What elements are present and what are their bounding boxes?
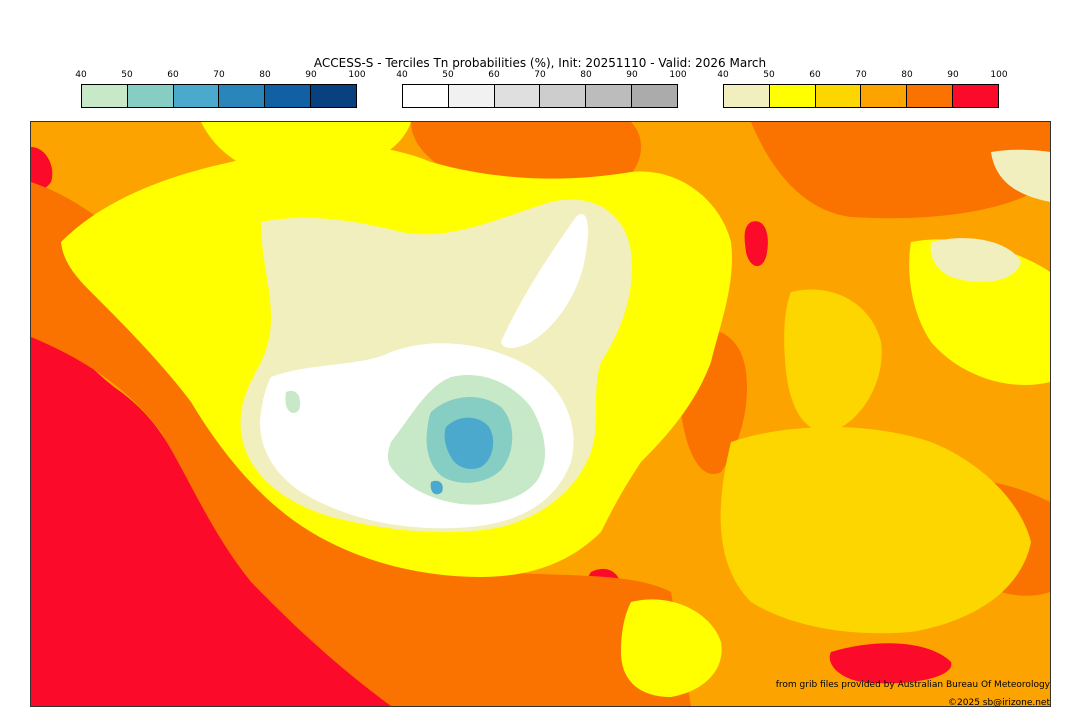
colorbar-swatch [311, 85, 356, 107]
prob-area-near-normal-greenland [501, 213, 588, 348]
tick-label: 50 [121, 70, 133, 80]
prob-area-60-70-east [909, 239, 1050, 386]
colorbar-swatch [586, 85, 633, 107]
colorbar-swatch [815, 85, 862, 107]
tick-label: 70 [534, 70, 546, 80]
colorbar-swatch [173, 85, 220, 107]
tick-label: 100 [669, 70, 687, 80]
colorbar-swatch [265, 85, 312, 107]
prob-area-90-100-scandinavia [744, 221, 768, 267]
colorbar-swatches [81, 84, 357, 108]
prob-area-70-80-europe [720, 427, 1031, 634]
map-title: ACCESS-S - Terciles Tn probabilities (%)… [313, 56, 767, 70]
tick-label: 90 [947, 70, 959, 80]
prob-area-70-80-scandinavia [784, 289, 882, 433]
tick-label: 90 [626, 70, 638, 80]
source-credit: from grib files provided by Australian B… [775, 680, 1050, 690]
colorbar-swatch [540, 85, 587, 107]
tick-label: 60 [809, 70, 821, 80]
prob-area-80-90-ne [751, 122, 1050, 219]
prob-area-40-50-ne [991, 149, 1050, 202]
tick-label: 80 [259, 70, 271, 80]
copyright: ©2025 sb@irizone.net [948, 698, 1050, 708]
colorbar-swatch [769, 85, 816, 107]
prob-area-below-normal-60-70-small [430, 480, 443, 495]
prob-area-below-normal-60-70 [444, 417, 494, 469]
tick-label: 40 [717, 70, 729, 80]
colorbar-swatch [632, 85, 677, 107]
colorbar-below-normal: 40 50 60 70 80 90 100 [75, 70, 366, 108]
colorbar-swatch [448, 85, 495, 107]
colorbar-swatch [127, 85, 174, 107]
colorbar-near-normal: 40 50 60 70 80 90 100 [396, 70, 687, 108]
prob-area-60-70-north [201, 122, 411, 178]
tick-label: 80 [901, 70, 913, 80]
prob-area-80-90 [31, 182, 691, 706]
colorbar-swatch [219, 85, 266, 107]
tick-label: 100 [348, 70, 366, 80]
prob-area-below-normal-40-50-small [285, 390, 301, 413]
colorbar-above-normal: 40 50 60 70 80 90 100 [717, 70, 1008, 108]
prob-area-40-50-russia [930, 238, 1021, 282]
colorbar-swatch [403, 85, 449, 107]
colorbar-swatch [861, 85, 908, 107]
tick-label: 60 [167, 70, 179, 80]
tick-label: 70 [213, 70, 225, 80]
prob-area-90-100-mediterranean [829, 643, 952, 684]
colorbar-swatches [723, 84, 999, 108]
tick-label: 40 [396, 70, 408, 80]
tick-label: 100 [990, 70, 1008, 80]
prob-area-90-100-nw [31, 147, 53, 191]
tick-label: 50 [763, 70, 775, 80]
tick-label: 80 [580, 70, 592, 80]
tick-label: 50 [442, 70, 454, 80]
colorbar-swatch [953, 85, 998, 107]
credit-block: from grib files provided by Australian B… [776, 676, 1050, 712]
colorbar-ticks: 40 50 60 70 80 90 100 [396, 70, 686, 84]
colorbar-ticks: 40 50 60 70 80 90 100 [75, 70, 365, 84]
tick-label: 90 [305, 70, 317, 80]
prob-area-60-70-iberia [621, 599, 722, 697]
tick-label: 70 [855, 70, 867, 80]
tick-label: 40 [75, 70, 87, 80]
tick-label: 60 [488, 70, 500, 80]
colorbar-swatch [82, 85, 128, 107]
colorbar-swatch [494, 85, 541, 107]
colorbar-swatch [907, 85, 954, 107]
colorbar-ticks: 40 50 60 70 80 90 100 [717, 70, 1007, 84]
colorbar-swatch [724, 85, 770, 107]
probability-map [30, 121, 1051, 707]
colorbar-swatches [402, 84, 678, 108]
